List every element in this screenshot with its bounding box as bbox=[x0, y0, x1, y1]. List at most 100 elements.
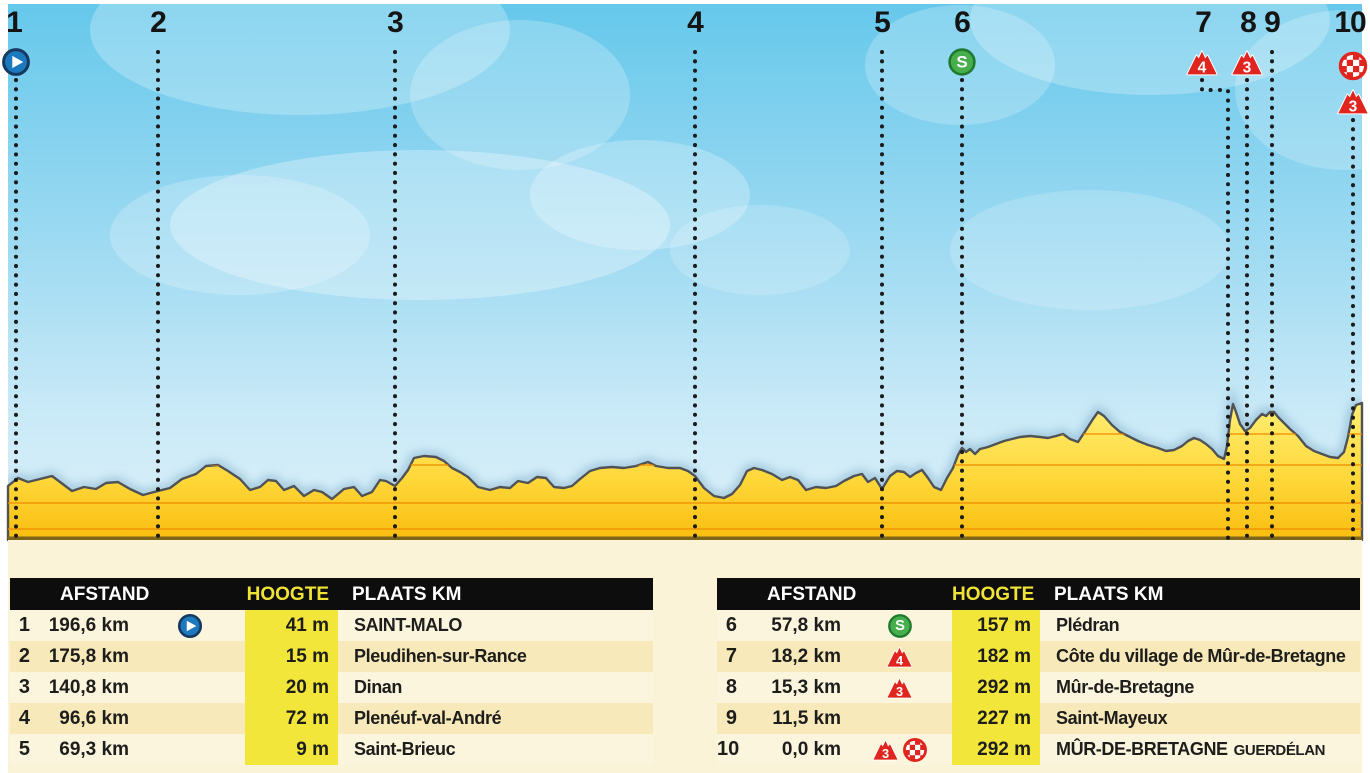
table-body-right: 6 57,8 km S 157 m Plédran 7 18,2 km 4 18… bbox=[717, 610, 1360, 765]
table-row: 6 57,8 km S 157 m Plédran bbox=[717, 610, 1360, 641]
cloud bbox=[410, 20, 630, 170]
cell-gap bbox=[338, 734, 352, 765]
cell-plaats: Plédran bbox=[1056, 615, 1120, 635]
cat3-climb-icon: 3 bbox=[872, 740, 898, 761]
cell-plaats: Pleudihen-sur-Rance bbox=[354, 646, 527, 666]
cell-gap bbox=[1040, 734, 1054, 765]
cell-afstand: 175,8 km bbox=[48, 645, 129, 667]
start-icon bbox=[177, 613, 203, 638]
marker-line-7 bbox=[1200, 78, 1230, 542]
cloud bbox=[950, 190, 1230, 310]
cell-hoogte: 292 m bbox=[952, 734, 1040, 765]
header-afstand: AFSTAND bbox=[60, 583, 150, 605]
cell-nr: 7 bbox=[725, 645, 737, 667]
cell-icons: 3 bbox=[847, 672, 952, 703]
waypoint-table-left: AFSTAND HOOGTE PLAATS KM 1 196,6 km 41 m… bbox=[10, 578, 653, 765]
cloud bbox=[170, 150, 670, 300]
cell-hoogte: 292 m bbox=[952, 672, 1040, 703]
cell-plaats: Saint-Mayeux bbox=[1056, 708, 1168, 728]
cell-afstand: 11,5 km bbox=[772, 707, 841, 729]
table-row: 1 196,6 km 41 m SAINT-MALO bbox=[10, 610, 653, 641]
cell-gap bbox=[338, 672, 352, 703]
cell-nr: 10 bbox=[717, 738, 740, 760]
terrain-baseline bbox=[8, 536, 1362, 540]
marker-lines bbox=[14, 50, 1355, 542]
cell-plaats: MÛR-DE-BRETAGNE GUERDÉLAN bbox=[1056, 739, 1326, 759]
sprint-icon: S bbox=[887, 613, 912, 638]
waypoint-table-right: AFSTAND HOOGTE PLAATS KM 6 57,8 km S 157… bbox=[717, 578, 1360, 765]
table-row: 4 96,6 km 72 m Plenéuf-val-André bbox=[10, 703, 653, 734]
table-row: 2 175,8 km 15 m Pleudihen-sur-Rance bbox=[10, 641, 653, 672]
cell-icons bbox=[135, 641, 245, 672]
cell-hoogte: 227 m bbox=[952, 703, 1040, 734]
cell-nr: 1 bbox=[18, 614, 30, 636]
cloud bbox=[110, 175, 370, 295]
cell-icons bbox=[135, 734, 245, 765]
waypoint-tables-panel: AFSTAND HOOGTE PLAATS KM 1 196,6 km 41 m… bbox=[8, 540, 1362, 773]
cell-nr: 6 bbox=[725, 614, 737, 636]
cell-gap bbox=[1040, 703, 1054, 734]
cell-hoogte: 20 m bbox=[245, 672, 338, 703]
cat3-climb-icon: 3 bbox=[886, 678, 913, 699]
cell-hoogte: 182 m bbox=[952, 641, 1040, 672]
terrain-area bbox=[6, 401, 1364, 542]
cell-nr: 4 bbox=[18, 707, 30, 729]
cell-afstand: 57,8 km bbox=[771, 614, 841, 636]
svg-text:4: 4 bbox=[896, 653, 904, 668]
cloud bbox=[670, 205, 850, 295]
svg-text:3: 3 bbox=[881, 746, 888, 761]
cell-gap bbox=[338, 703, 352, 734]
table-row: 9 11,5 km 227 m Saint-Mayeux bbox=[717, 703, 1360, 734]
cell-gap bbox=[1040, 641, 1054, 672]
cloud bbox=[1235, 10, 1362, 170]
finish-icon bbox=[902, 737, 927, 762]
table-row: 7 18,2 km 4 182 m Côte du village de Mûr… bbox=[717, 641, 1360, 672]
cell-afstand: 15,3 km bbox=[771, 676, 841, 698]
cell-icons bbox=[135, 703, 245, 734]
cell-afstand: 140,8 km bbox=[48, 676, 129, 698]
cell-icons: 4 bbox=[847, 641, 952, 672]
svg-text:3: 3 bbox=[896, 684, 903, 699]
header-plaats: PLAATS KM bbox=[352, 583, 462, 605]
table-row: 3 140,8 km 20 m Dinan bbox=[10, 672, 653, 703]
cell-hoogte: 41 m bbox=[245, 610, 338, 641]
header-plaats: PLAATS KM bbox=[1054, 583, 1164, 605]
cell-afstand: 96,6 km bbox=[59, 707, 129, 729]
cell-icons bbox=[135, 610, 245, 641]
cell-afstand: 0,0 km bbox=[781, 738, 841, 760]
cell-icons: 3 bbox=[847, 734, 952, 765]
header-afstand: AFSTAND bbox=[767, 583, 857, 605]
cell-icons bbox=[135, 672, 245, 703]
cell-icons: S bbox=[847, 610, 952, 641]
cloud bbox=[90, 4, 510, 115]
cell-plaats: Dinan bbox=[354, 677, 403, 697]
table-row: 5 69,3 km 9 m Saint-Brieuc bbox=[10, 734, 653, 765]
cell-plaats: Plenéuf-val-André bbox=[354, 708, 502, 728]
cat4-climb-icon: 4 bbox=[886, 647, 913, 668]
cell-icons bbox=[847, 703, 952, 734]
cell-plaats: Mûr-de-Bretagne bbox=[1056, 677, 1195, 697]
elevation-profile-chart bbox=[6, 4, 1364, 542]
cell-gap bbox=[1040, 610, 1054, 641]
cell-afstand: 18,2 km bbox=[771, 645, 841, 667]
cell-gap bbox=[338, 610, 352, 641]
cloud bbox=[530, 140, 750, 250]
cell-nr: 5 bbox=[18, 738, 30, 760]
table-header: AFSTAND HOOGTE PLAATS KM bbox=[717, 578, 1360, 610]
table-body-left: 1 196,6 km 41 m SAINT-MALO 2 175,8 km 15… bbox=[10, 610, 653, 765]
header-hoogte: HOOGTE bbox=[246, 583, 329, 605]
header-hoogte: HOOGTE bbox=[952, 583, 1035, 605]
cell-afstand: 196,6 km bbox=[48, 614, 129, 636]
table-row: 10 0,0 km 3 292 m MÛR-DE-BRETAGNE GUERDÉL… bbox=[717, 734, 1360, 765]
place-name-suffix: GUERDÉLAN bbox=[1233, 742, 1326, 759]
cell-hoogte: 9 m bbox=[245, 734, 338, 765]
cell-plaats: SAINT-MALO bbox=[354, 615, 462, 635]
cell-nr: 9 bbox=[725, 707, 737, 729]
clouds bbox=[90, 4, 1362, 310]
cell-nr: 3 bbox=[18, 676, 30, 698]
cell-hoogte: 15 m bbox=[245, 641, 338, 672]
cell-nr: 8 bbox=[725, 676, 737, 698]
cell-hoogte: 157 m bbox=[952, 610, 1040, 641]
cell-afstand: 69,3 km bbox=[59, 738, 129, 760]
cell-gap bbox=[1040, 672, 1054, 703]
